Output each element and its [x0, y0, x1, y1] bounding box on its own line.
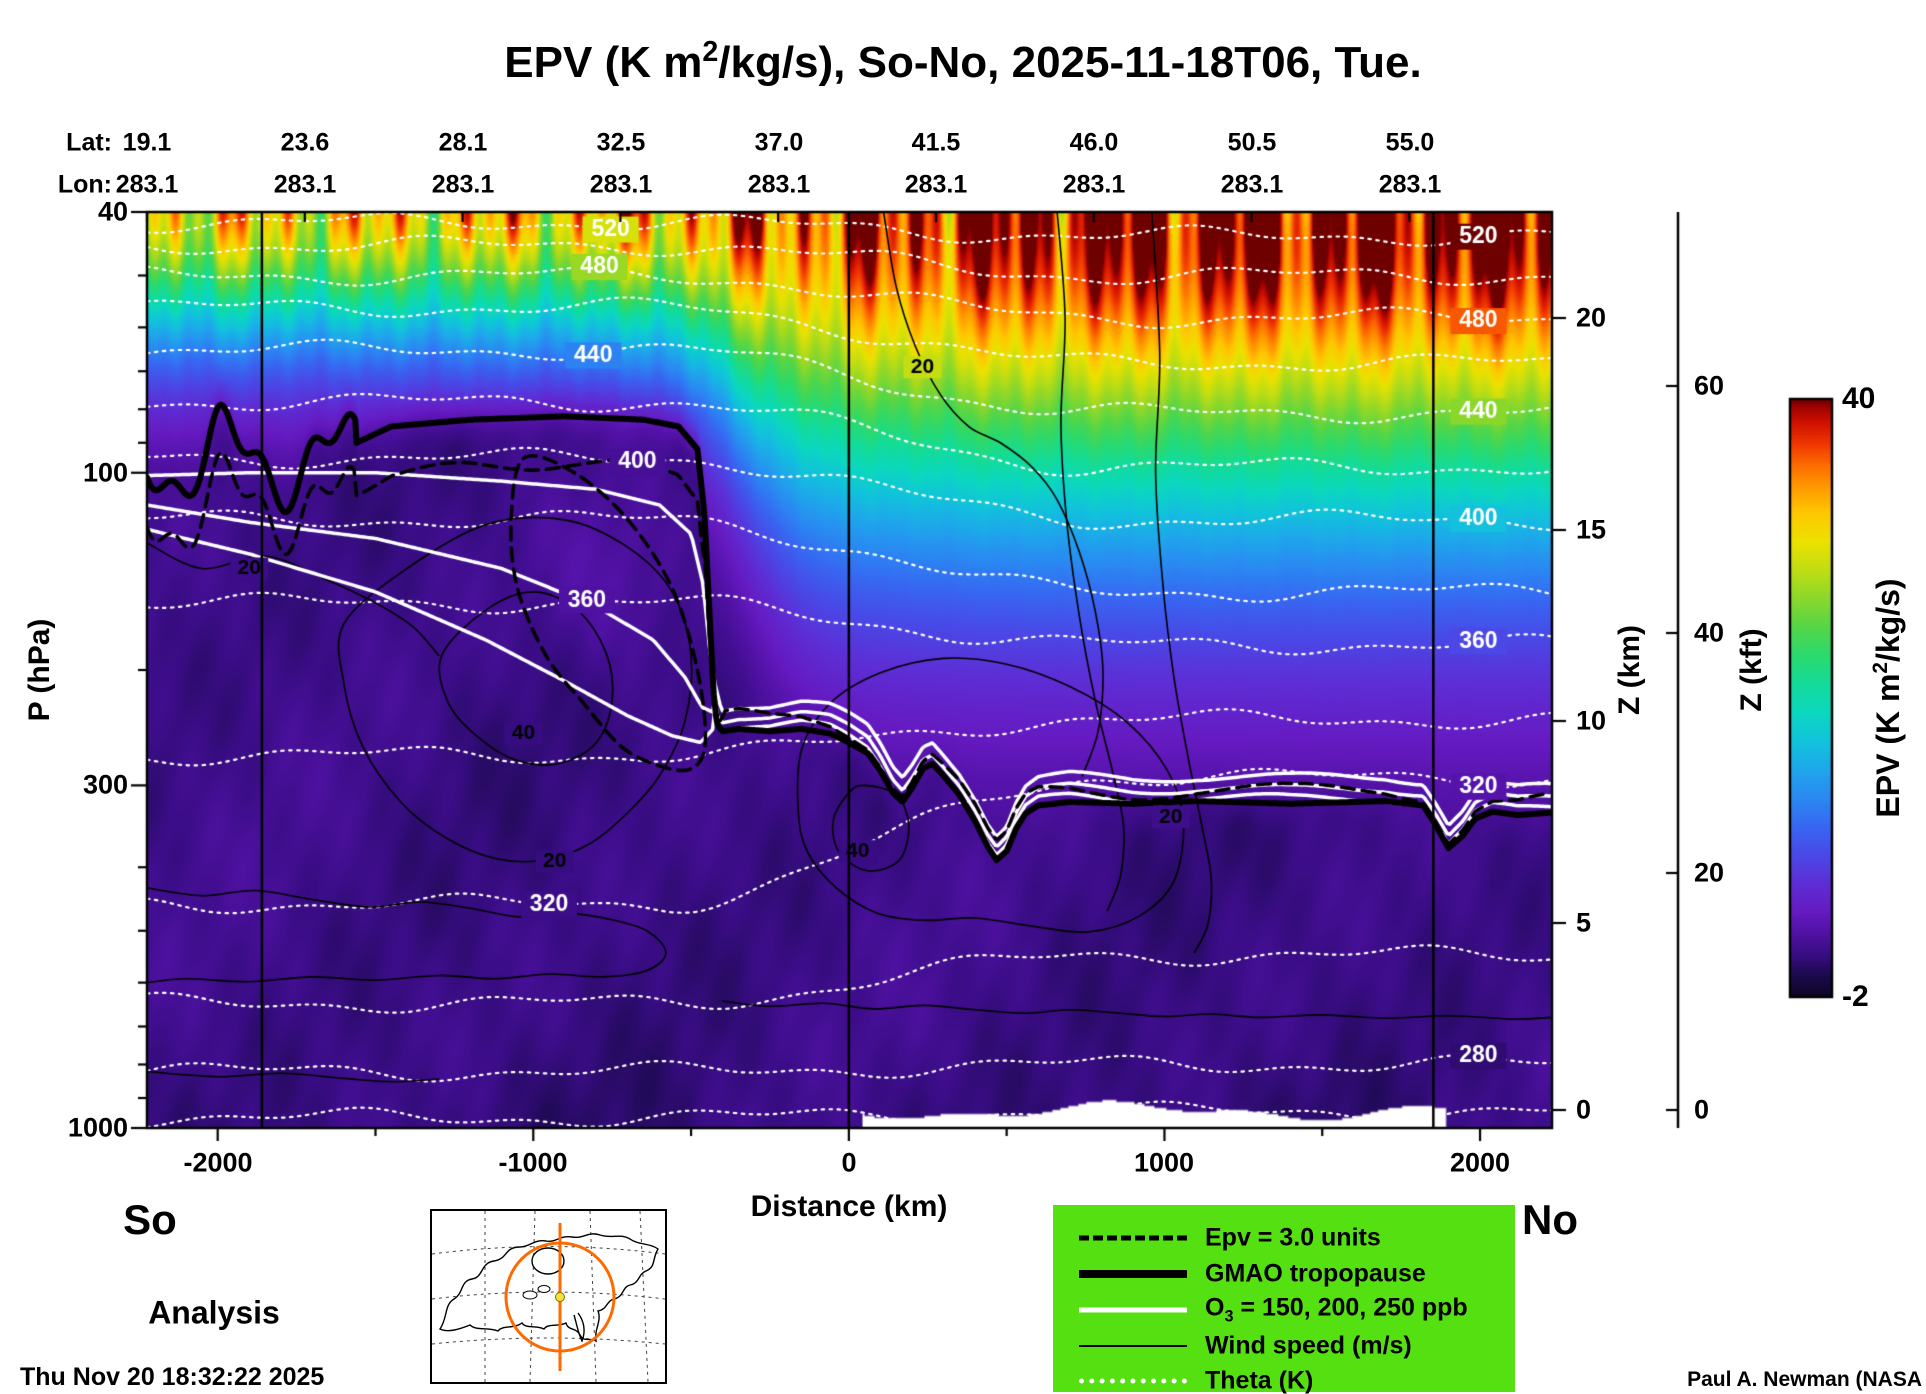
map-hudson-bay	[531, 1247, 565, 1275]
map-great-lake	[537, 1285, 551, 1293]
lon-value: 283.1	[431, 170, 495, 199]
distance-axis-title: Distance (km)	[750, 1190, 948, 1223]
lon-value: 283.1	[589, 170, 653, 199]
analysis-label: Analysis	[148, 1294, 280, 1331]
zkm-tick: 20	[1576, 302, 1607, 333]
legend-label: Wind speed (m/s)	[1205, 1331, 1412, 1360]
lat-value: 28.1	[438, 128, 488, 157]
distance-tick: -2000	[183, 1147, 253, 1178]
pressure-axis-title: P (hPa)	[23, 618, 56, 722]
distance-tick: 0	[841, 1147, 857, 1178]
plot-title-sup: 2	[702, 36, 719, 69]
zkft-tick: 0	[1694, 1094, 1710, 1125]
creation-timestamp: Thu Nov 20 18:32:22 2025	[20, 1363, 325, 1391]
colorbar-title: EPV (K m2/kg/s)	[1869, 578, 1907, 817]
lon-value: 283.1	[904, 170, 968, 199]
lon-value: 283.1	[115, 170, 179, 199]
zkft-tick: 60	[1694, 370, 1725, 401]
ozone-label-sub: 3	[1224, 1307, 1234, 1326]
colorbar-min-label: -2	[1842, 980, 1869, 1013]
white-line-sample	[1079, 1307, 1187, 1313]
pressure-tick: 1000	[67, 1112, 128, 1143]
lat-value: 19.1	[122, 128, 172, 157]
colorbar-title-sup: 2	[1869, 661, 1893, 674]
zkm-tick: 5	[1576, 907, 1592, 938]
dotted-line-sample	[1079, 1378, 1187, 1384]
zkm-tick: 15	[1576, 514, 1607, 545]
lon-value: 283.1	[1220, 170, 1284, 199]
pressure-tick: 100	[82, 457, 128, 488]
legend-label: GMAO tropopause	[1205, 1259, 1426, 1288]
legend-label: O3 = 150, 200, 250 ppb	[1205, 1294, 1468, 1327]
distance-tick: 2000	[1449, 1147, 1511, 1178]
plot-title-post: /kg/s), So-No, 2025-11-18T06, Tue.	[718, 37, 1422, 87]
colorbar-title-post: /kg/s)	[1869, 578, 1906, 662]
thin-line-sample	[1079, 1345, 1187, 1347]
map-midpoint-marker	[555, 1292, 565, 1302]
zkft-axis-title: Z (kft)	[1735, 628, 1768, 712]
zkm-tick: 10	[1576, 705, 1607, 736]
zkm-axis-title: Z (km)	[1613, 625, 1646, 715]
thick-line-sample	[1079, 1270, 1187, 1278]
zkft-tick: 20	[1694, 857, 1725, 888]
lon-value: 283.1	[273, 170, 337, 199]
colorbar-max-label: 40	[1842, 382, 1876, 415]
author-credit: Paul A. Newman (NASA	[1687, 1368, 1922, 1391]
plot-title-pre: EPV (K m	[504, 37, 703, 87]
lon-value: 283.1	[747, 170, 811, 199]
legend-label: Theta (K)	[1205, 1366, 1314, 1394]
lat-value: 50.5	[1227, 128, 1277, 157]
ozone-label-pre: O	[1205, 1293, 1225, 1322]
legend: Epv = 3.0 units GMAO tropopause O3 = 150…	[1053, 1205, 1515, 1394]
lat-axis-label: Lat:	[66, 128, 112, 157]
north-endpoint-label: No	[1522, 1196, 1578, 1243]
distance-tick: -1000	[498, 1147, 568, 1178]
lat-value: 23.6	[280, 128, 330, 157]
pressure-tick: 40	[97, 196, 128, 227]
lat-value: 41.5	[911, 128, 961, 157]
lat-value: 37.0	[754, 128, 804, 157]
distance-tick: 1000	[1133, 1147, 1195, 1178]
pressure-tick: 300	[82, 769, 128, 800]
lat-value: 32.5	[596, 128, 646, 157]
map-great-lake	[522, 1290, 538, 1300]
lon-axis-label: Lon:	[57, 170, 112, 199]
map-inset	[430, 1209, 667, 1384]
lat-value: 55.0	[1385, 128, 1435, 157]
lon-value: 283.1	[1378, 170, 1442, 199]
map-border	[430, 1209, 667, 1384]
colorbar-title-pre: EPV (K m	[1869, 673, 1906, 818]
dashed-line-sample	[1079, 1235, 1187, 1241]
plot-title: EPV (K m2/kg/s), So-No, 2025-11-18T06, T…	[504, 36, 1421, 88]
ozone-label-post: = 150, 200, 250 ppb	[1233, 1293, 1468, 1322]
south-endpoint-label: So	[123, 1196, 177, 1243]
zkft-tick: 40	[1694, 617, 1725, 648]
lon-value: 283.1	[1062, 170, 1126, 199]
map-coastline	[438, 1233, 659, 1343]
legend-label: Epv = 3.0 units	[1205, 1223, 1381, 1252]
lat-value: 46.0	[1069, 128, 1119, 157]
zkm-tick: 0	[1576, 1094, 1592, 1125]
